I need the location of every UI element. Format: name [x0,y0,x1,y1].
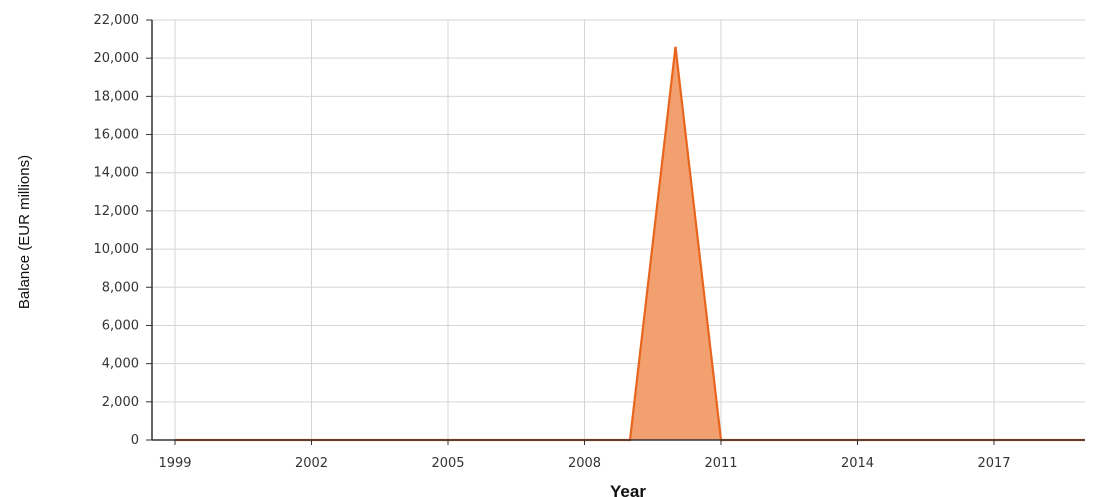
y-tick-label: 22,000 [94,13,140,28]
y-tick-label: 14,000 [94,166,140,181]
x-tick-label: 2005 [431,456,464,471]
y-tick-label: 4,000 [102,357,139,372]
y-tick-label: 2,000 [102,395,139,410]
y-axis-title: Balance (EUR millions) [16,155,33,309]
y-tick-label: 20,000 [94,51,140,66]
x-tick-label: 2008 [568,456,601,471]
x-axis-title: Year [610,482,646,497]
y-tick-label: 18,000 [94,89,140,104]
x-gridlines [174,20,995,440]
x-tick-label: 2017 [977,456,1010,471]
axes [151,20,1085,441]
y-gridlines [152,19,1085,403]
y-tick-label: 10,000 [94,242,140,257]
y-axis-ticks: 0 2,000 4,000 6,000 8,000 10,000 12,000 14,000 1… [94,13,152,448]
x-tick-label: 2011 [704,456,737,471]
y-tick-label: 6,000 [102,318,139,333]
x-tick-label: 2002 [295,456,328,471]
x-tick-label: 2014 [841,456,874,471]
x-axis-ticks: 1999 2002 2005 2008 2011 2014 2017 [158,440,1011,471]
x-tick-label: 1999 [158,456,191,471]
y-tick-label: 12,000 [94,204,140,219]
y-tick-label: 8,000 [102,280,139,295]
y-tick-label: 0 [131,433,139,448]
y-tick-label: 16,000 [94,128,140,143]
